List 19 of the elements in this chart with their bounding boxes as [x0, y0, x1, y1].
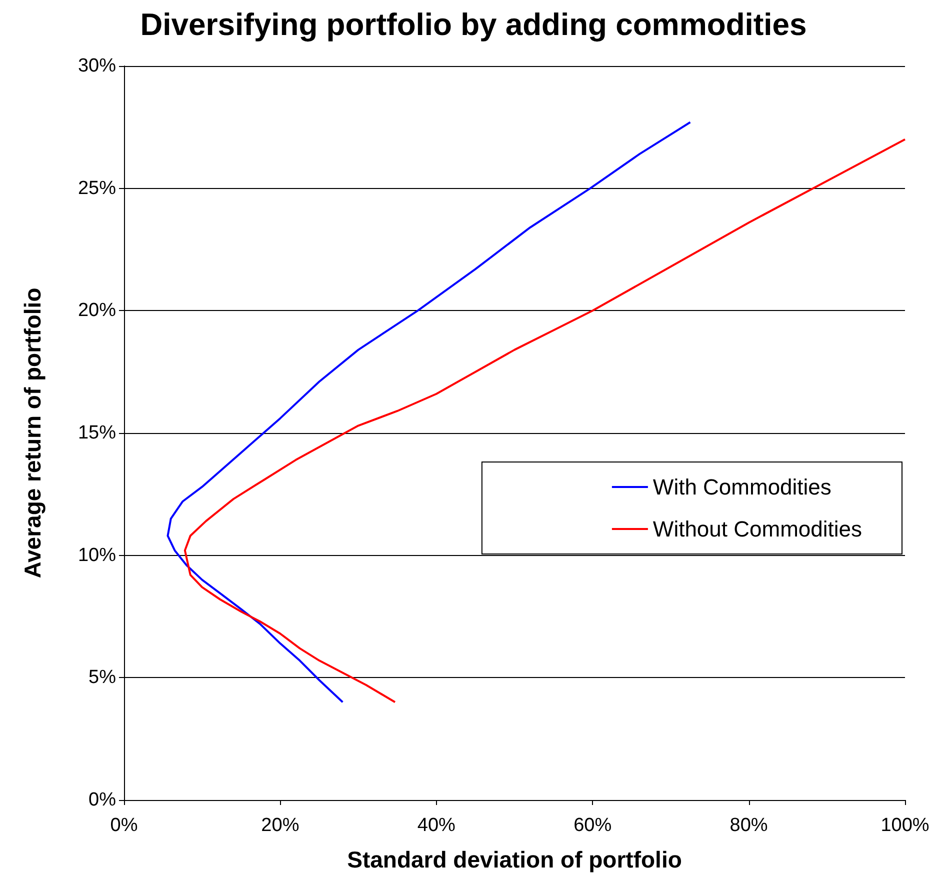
x-tick-label: 60% — [574, 815, 612, 836]
x-tick-label: 0% — [110, 815, 138, 836]
y-tick-label: 10% — [78, 544, 116, 566]
y-tick-label: 20% — [78, 300, 116, 322]
y-tick-label: 15% — [78, 422, 116, 444]
x-tick-label: 40% — [417, 815, 456, 836]
x-tick-label: 80% — [730, 815, 768, 836]
legend-label: With Commodities — [652, 474, 832, 500]
y-tick-label: 0% — [88, 790, 116, 810]
y-axis-title: Average return of portfolio — [20, 288, 46, 578]
line-series — [184, 138, 906, 704]
y-tick-label: 5% — [88, 667, 116, 688]
x-axis-title: Standard deviation of portfolio — [347, 846, 682, 872]
x-tick-label: 20% — [261, 815, 300, 836]
y-tick-label: 30% — [78, 56, 116, 76]
x-tick-label: 100% — [880, 815, 930, 836]
y-tick-label: 25% — [78, 178, 116, 199]
legend-label: Without Commodities — [652, 516, 862, 542]
chart-title: Diversifying portfolio by adding commodities — [140, 7, 807, 42]
